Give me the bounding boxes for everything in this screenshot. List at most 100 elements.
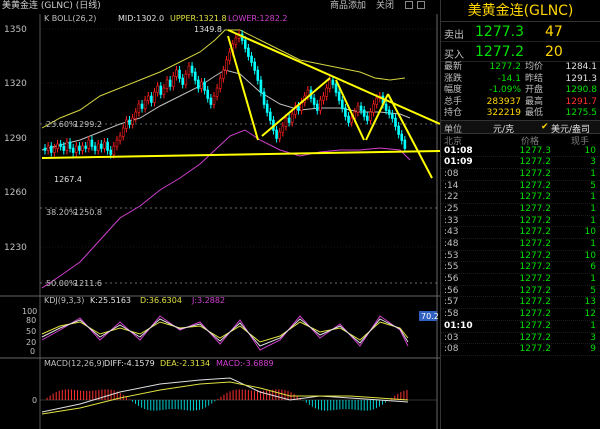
- tick-row[interactable]: :56 1277.2 1: [441, 274, 600, 286]
- tick-price: 1277.2: [519, 215, 552, 226]
- tick-row[interactable]: 01:09 1277.2 3: [441, 157, 600, 169]
- price-chart-svg[interactable]: 1350 1320 1290 1260 1230 K BOLL(26,2) MI…: [0, 12, 440, 429]
- minimize-icon[interactable]: [405, 1, 413, 9]
- macd-tick-0: 0: [32, 396, 37, 405]
- y-tick-1320: 1320: [4, 79, 27, 89]
- stat-label: 均价: [525, 62, 544, 72]
- candlesticks: [43, 30, 407, 159]
- stat-label: 幅度: [444, 85, 463, 95]
- tick-row[interactable]: :48 1277.2 1: [441, 239, 600, 251]
- macd-diff: DIFF:-4.1579: [104, 359, 155, 368]
- tick-volume: 3: [590, 157, 596, 168]
- unit-value[interactable]: 元/克: [493, 124, 515, 135]
- tick-row[interactable]: :53 1277.2 10: [441, 251, 600, 263]
- boll-lower-line: [41, 129, 411, 289]
- sell-row[interactable]: 卖出 1277.3 47: [441, 22, 600, 42]
- macd-label: MACD(12,26,9): [44, 359, 105, 368]
- boll-upper-label: UPPER:1321.8: [170, 14, 227, 23]
- tick-time: 01:10: [444, 320, 473, 331]
- tick-row[interactable]: :22 1277.2 1: [441, 192, 600, 204]
- tick-row[interactable]: :58 1277.2 12: [441, 309, 600, 321]
- tick-volume: 1: [590, 239, 596, 249]
- stat-value: 283937: [486, 96, 521, 107]
- tick-row[interactable]: :33 1277.2 1: [441, 216, 600, 228]
- kdj-badge: 70.2: [421, 312, 439, 321]
- buy-row[interactable]: 买入 1277.2 20: [441, 42, 600, 62]
- unit-label: 单位: [444, 124, 463, 135]
- tick-volume: 5: [590, 285, 596, 296]
- tick-row[interactable]: :08 1277.2 1: [441, 169, 600, 181]
- tick-volume: 5: [590, 180, 596, 191]
- fib-2-value: 1250.8: [74, 208, 102, 217]
- tick-row[interactable]: 01:10 1277.2 1: [441, 321, 600, 333]
- tick-time: :14: [444, 180, 459, 191]
- maximize-icon[interactable]: [417, 1, 425, 9]
- tick-price: 1277.2: [519, 285, 552, 296]
- stats-row: 幅度 -1.09% 开盘 1290.8: [441, 85, 600, 97]
- buy-price: 1277.2: [475, 44, 524, 60]
- stat-label: 昨结: [525, 73, 544, 84]
- tick-row[interactable]: :08 1277.2 9: [441, 344, 600, 356]
- trend-lines: [41, 29, 440, 179]
- stat-value: 1290.8: [565, 85, 598, 95]
- stats-table: 最新 1277.2 均价 1284.1 涨跌 -14.1 昨结 1291.3 幅度 -1.09% 开…: [441, 62, 600, 120]
- tick-time: :08: [444, 344, 459, 355]
- tick-row[interactable]: :55 1277.2 6: [441, 262, 600, 275]
- tick-row[interactable]: 01:08 1277.3 10: [441, 146, 600, 158]
- quote-panel: 美黄金连(GLNC) 卖出 1277.3 47 买入 1277.2 20 最新 1…: [440, 0, 600, 429]
- tick-price: 1277.2: [519, 239, 552, 249]
- sell-volume: 47: [545, 24, 563, 40]
- stat-value: 1291.3: [565, 73, 598, 84]
- macd-histogram: [46, 389, 408, 411]
- add-instrument-button[interactable]: 商品添加: [330, 1, 367, 11]
- close-button[interactable]: 关闭: [376, 1, 395, 11]
- tick-volume: 6: [590, 262, 596, 273]
- stat-label: 开盘: [525, 85, 544, 95]
- tick-price: 1277.2: [519, 157, 552, 168]
- y-tick-1230: 1230: [4, 243, 27, 253]
- tick-time: :22: [444, 192, 459, 203]
- tick-price: 1277.2: [519, 344, 552, 355]
- tick-time: :25: [444, 203, 459, 214]
- y-tick-1290: 1290: [4, 134, 27, 144]
- tick-price: 1277.2: [519, 180, 552, 191]
- kdj-tick-100: 100: [22, 307, 37, 316]
- stat-value: -14.1: [497, 73, 521, 84]
- kdj-k: K:25.5163: [90, 296, 131, 305]
- tick-volume: 1: [590, 215, 596, 226]
- tick-volume: 13: [584, 297, 596, 308]
- fib-1-label: 23.60%: [46, 120, 77, 129]
- tick-row[interactable]: :25 1277.2 1: [441, 204, 600, 216]
- kdj-j: J:3.2882: [191, 296, 225, 305]
- kdj-tick-0: 0: [30, 347, 35, 356]
- boll-lower-label: LOWER:1282.2: [228, 14, 287, 23]
- tick-row[interactable]: :03 1277.2 3: [441, 333, 600, 345]
- tick-price: 1277.2: [519, 320, 552, 331]
- tick-list[interactable]: 01:08 1277.3 10 01:09 1277.2 3:08 1277.2 1:14 12…: [441, 146, 600, 356]
- boll-mid-line: [41, 69, 411, 151]
- chart-area[interactable]: 美黄金连 (GLNC) (日线) 商品添加 关闭: [0, 0, 440, 429]
- stat-value: 1277.2: [489, 62, 522, 72]
- buy-volume: 20: [545, 44, 563, 60]
- stat-value: -1.09%: [489, 85, 521, 95]
- tick-price: 1277.3: [519, 145, 552, 156]
- tick-row[interactable]: :57 1277.2 13: [441, 297, 600, 310]
- tick-row[interactable]: :14 1277.2 5: [441, 181, 600, 193]
- tick-volume: 1: [590, 203, 596, 214]
- fib-3-value: 1211.6: [74, 279, 102, 288]
- tick-row[interactable]: :56 1277.2 5: [441, 286, 600, 298]
- unit-alt[interactable]: 美元/盎司: [551, 124, 591, 135]
- tick-price: 1277.2: [519, 332, 552, 343]
- tick-volume: 10: [584, 145, 596, 156]
- tick-volume: 1: [590, 192, 596, 203]
- tick-time: :56: [444, 285, 459, 296]
- tick-row[interactable]: :43 1277.2 10: [441, 227, 600, 239]
- sell-label: 卖出: [444, 30, 464, 41]
- check-icon: ✔: [541, 121, 549, 132]
- tick-price: 1277.2: [519, 297, 552, 308]
- stats-row: 涨跌 -14.1 昨结 1291.3: [441, 74, 600, 86]
- tick-price: 1277.2: [519, 168, 552, 179]
- tick-volume: 10: [584, 227, 596, 238]
- stat-label: 最高: [525, 96, 544, 107]
- tick-time: :43: [444, 227, 459, 238]
